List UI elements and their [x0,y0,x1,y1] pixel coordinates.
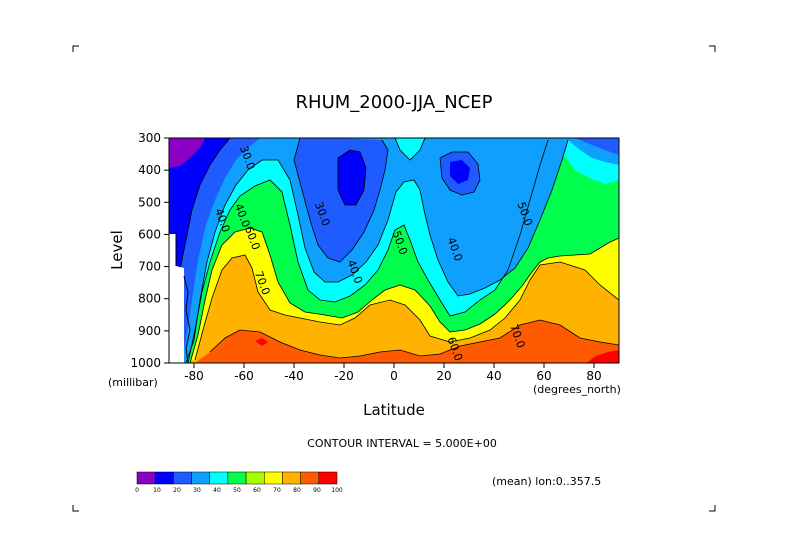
band-30-40 [169,138,619,363]
legend-swatch [173,471,192,485]
band-0-10 [169,138,205,168]
contour-interval-text: CONTOUR INTERVAL = 5.000E+00 [307,437,497,450]
y-axis-units: (millibar) [108,376,158,389]
missing-data-region [169,234,191,364]
legend-label: 10 [153,487,161,494]
x-tick-label: 20 [436,369,451,383]
legend-swatch [318,471,338,485]
legend-swatch [227,471,247,485]
y-tick-label: 500 [138,195,161,209]
legend-label: 30 [193,487,201,494]
band-10-20 [169,138,470,300]
x-axis-label: Latitude [363,401,425,419]
legend-label: 0 [135,487,139,494]
mean-longitude-text: (mean) lon:0..357.5 [492,475,601,488]
x-tick-label: 40 [486,369,501,383]
legend-label: 20 [173,487,181,494]
legend-swatch [264,471,283,485]
legend-swatch [282,471,301,485]
legend-swatch [136,471,156,485]
legend-swatch [191,471,210,485]
legend-label: 70 [273,487,281,494]
y-tick-label: 600 [138,227,161,241]
x-axis: -80 -60 -40 -20 0 20 40 60 80 [184,363,602,383]
y-tick-label: 300 [138,131,161,145]
x-tick-label: 80 [586,369,601,383]
x-tick-label: -20 [334,369,354,383]
legend-label: 60 [253,487,261,494]
legend-swatch [154,471,174,485]
band-20-30 [169,138,619,363]
legend-label: 50 [233,487,241,494]
crop-marks [72,45,716,512]
x-tick-label: 60 [536,369,551,383]
y-tick-label: 800 [138,292,161,306]
x-tick-label: 0 [390,369,398,383]
y-tick-label: 700 [138,260,161,274]
y-tick-label: 900 [138,324,161,338]
x-axis-units: (degrees_north) [533,383,621,396]
legend-label: 80 [293,487,301,494]
legend-label: 100 [331,487,343,494]
contour-lines [174,138,619,363]
legend-swatch [300,471,320,485]
chart-title: RHUM_2000-JJA_NCEP [296,92,493,113]
y-axis: 300 400 500 600 700 800 900 1000 [130,131,169,370]
legend-swatch [209,471,229,485]
legend-swatch [245,471,265,485]
legend-label: 40 [213,487,221,494]
legend-label: 90 [313,487,321,494]
y-tick-label: 1000 [130,356,161,370]
y-tick-label: 400 [138,163,161,177]
x-tick-label: -40 [284,369,304,383]
x-tick-label: -80 [184,369,204,383]
x-tick-label: -60 [234,369,254,383]
color-legend: 0 10 20 30 40 50 60 70 80 90 100 [135,471,343,494]
filled-contours [169,138,619,363]
y-axis-label: Level [108,230,126,270]
